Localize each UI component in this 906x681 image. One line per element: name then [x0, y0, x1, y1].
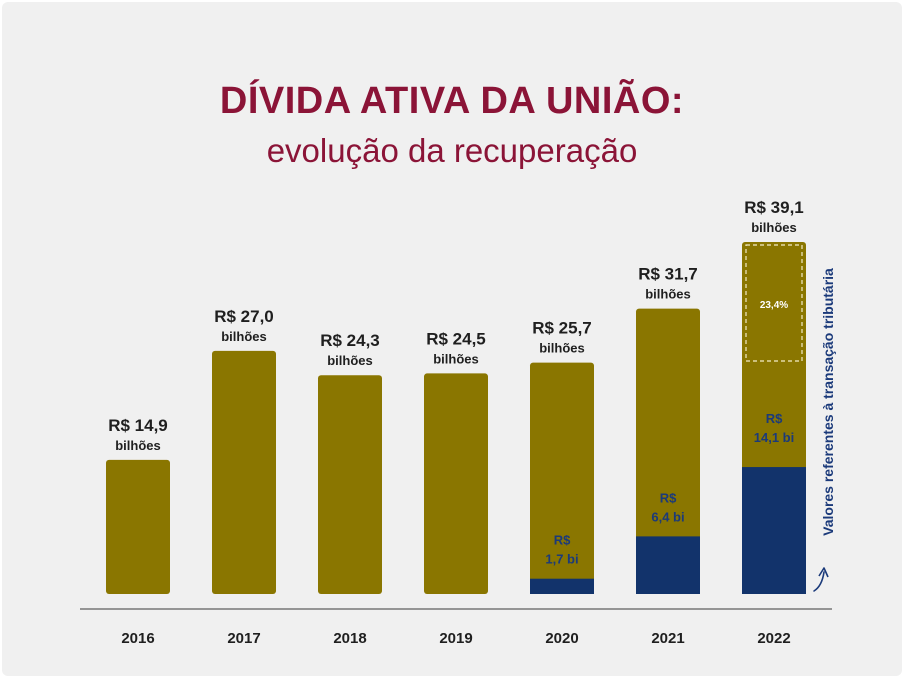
annotation-text: 23,4%: [760, 300, 788, 311]
value-label-2016: R$ 14,9: [108, 416, 168, 435]
bar-2018: [318, 375, 382, 594]
value-label-2017: R$ 27,0: [214, 307, 274, 326]
bar-2020: [530, 362, 594, 594]
x-tick-2022: 2022: [757, 630, 790, 647]
bar-segment-2020: [530, 578, 594, 594]
value-label-2020: R$ 25,7: [532, 319, 592, 338]
bar-2021: [636, 308, 700, 594]
unit-label-2017: bilhões: [221, 329, 267, 344]
x-tick-2019: 2019: [439, 630, 472, 647]
chart-title: DÍVIDA ATIVA DA UNIÃO:: [219, 80, 685, 122]
segment-label-value-2022: 14,1 bi: [754, 430, 794, 445]
value-label-2021: R$ 31,7: [638, 265, 698, 284]
annotation-box: [745, 244, 803, 362]
unit-label-2018: bilhões: [327, 353, 373, 368]
unit-label-2022: bilhões: [751, 220, 797, 235]
segment-label-value-2021: 6,4 bi: [651, 509, 684, 524]
x-tick-2021: 2021: [651, 630, 684, 647]
unit-label-2021: bilhões: [645, 287, 691, 302]
x-tick-2017: 2017: [227, 630, 260, 647]
bar-segment-2022: [742, 467, 806, 594]
chart-subtitle: evolução da recuperação: [266, 132, 638, 169]
transaction-side-note: Valores referentes à transação tributári…: [820, 268, 836, 536]
bar-2017: [212, 350, 276, 594]
value-label-2022: R$ 39,1: [744, 198, 804, 217]
unit-label-2019: bilhões: [433, 351, 479, 366]
x-tick-2020: 2020: [545, 630, 578, 647]
value-label-2018: R$ 24,3: [320, 331, 380, 350]
segment-label-2022: R$: [766, 411, 783, 426]
bar-2016: [106, 459, 170, 594]
x-tick-2018: 2018: [333, 630, 366, 647]
x-tick-2016: 2016: [121, 630, 154, 647]
bar-segment-2021: [636, 536, 700, 594]
segment-label-2021: R$: [660, 490, 677, 505]
value-label-2019: R$ 24,5: [426, 329, 486, 348]
segment-label-value-2020: 1,7 bi: [545, 552, 578, 567]
segment-label-2020: R$: [554, 533, 571, 548]
unit-label-2020: bilhões: [539, 341, 585, 356]
bar-2019: [424, 373, 488, 594]
side-note-arrowhead: [818, 567, 829, 578]
side-note-arrow: [813, 571, 825, 592]
unit-label-2016: bilhões: [115, 438, 161, 453]
